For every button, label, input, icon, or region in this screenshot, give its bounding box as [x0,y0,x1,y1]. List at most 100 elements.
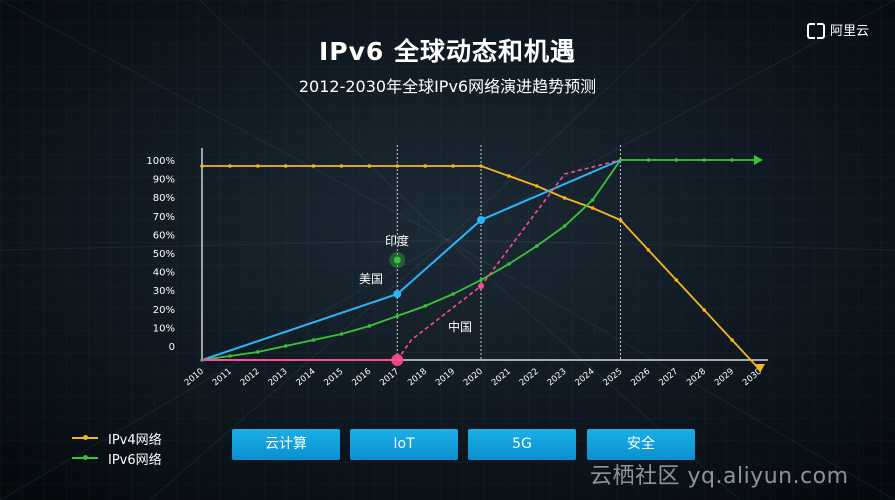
ipv6-point [674,158,679,162]
ipv6-point [311,338,316,342]
aliyun-logo: 阿里云 [806,20,869,39]
tag-5g[interactable]: 5G [468,429,576,460]
x-tick-label: 2011 [211,367,234,389]
ipv4-point [283,164,288,168]
y-tick-label: 20% [153,305,175,316]
x-tick-label: 2026 [629,367,652,389]
ipv4-point [311,164,316,168]
ipv6-point [367,324,372,328]
legend-label-ipv4: IPv4网络 [108,432,162,448]
ipv6-arrow [754,155,763,165]
ipv4-point [255,164,260,168]
ipv6-point [479,278,483,282]
x-tick-label: 2021 [490,367,513,389]
y-tick-label: 40% [153,268,175,279]
tag-cloud-computing[interactable]: 云计算 [232,429,340,460]
ipv4-point [702,308,706,312]
ipv6-point [423,304,428,308]
ipv4-point [451,164,455,168]
x-tick-label: 2018 [406,367,429,389]
usa-label: 美国 [359,272,383,286]
legend-swatch-ipv6 [72,455,98,460]
ipv4-point [423,164,428,168]
legend-item-ipv4: IPv4网络 [72,428,162,448]
usa-point [477,216,485,224]
page-subtitle: 2012-2030年全球IPv6网络演进趋势预测 [298,77,597,96]
x-tick-label: 2025 [601,367,624,389]
x-tick-label: 2029 [713,367,736,389]
y-tick-label: 100% [146,156,175,167]
usa-point [393,290,402,298]
y-tick-label: 30% [153,286,175,297]
ipv6-point [228,354,232,358]
legend-label-ipv6: IPv6网络 [108,452,162,468]
y-tick-label: 50% [153,249,175,260]
china-label: 中国 [448,319,472,334]
ipv4-point [507,174,511,178]
x-tick-label: 2016 [350,367,373,389]
ipv4-point [367,164,372,168]
x-tick-label: 2022 [518,367,541,389]
india-label: 印度 [385,233,409,248]
legend-item-ipv6: IPv6网络 [72,448,162,468]
x-tick-label: 2014 [295,367,318,389]
y-tick-label: 60% [153,230,175,241]
legend-swatch-ipv4 [72,435,98,440]
ipv4-point [730,338,734,342]
ipv4-point [339,164,344,168]
ipv4-point [228,164,232,168]
ipv6-point [283,344,288,348]
x-tick-label: 2024 [574,367,597,389]
ipv4-point [479,164,483,168]
logo-text: 阿里云 [829,24,869,39]
ipv4-point [562,196,567,200]
y-tick-label: 90% [153,175,175,186]
x-tick-label: 2015 [322,367,345,389]
ipv6-point [646,158,651,162]
x-tick-label: 2017 [378,367,401,389]
ipv6-point [255,350,260,354]
ipv4-arrow [755,364,765,373]
ipv4-point [674,278,679,282]
x-tick-label: 2028 [685,367,708,389]
china-start-point [391,354,404,366]
ipv6-point [395,314,400,318]
y-tick-label: 0 [169,342,175,353]
ipv6-point [451,292,455,296]
chart-legend: IPv4网络 IPv6网络 [72,428,162,468]
ipv4-point [200,164,204,168]
ipv6-point [562,224,567,228]
page-title: IPv6 全球动态和机遇 [318,37,577,66]
ipv6-point [702,158,706,162]
x-tick-label: 2023 [546,367,569,389]
china-point [478,283,484,289]
ipv6-point [535,244,539,248]
ipv4-series-line [202,165,761,371]
ipv6-point [339,332,344,336]
ipv6-point [730,158,734,162]
ipv4-point [590,206,595,210]
ipv6-point [507,262,511,266]
china-dashed-line [396,159,621,361]
tag-iot[interactable]: IoT [350,429,458,460]
aliyun-logo-icon [806,22,825,39]
y-tick-label: 80% [153,193,175,204]
x-tick-label: 2013 [267,367,290,389]
ipv4-point [618,218,623,222]
x-tick-label: 2019 [434,367,457,389]
usa-line [201,159,621,361]
ipv6-point [590,198,595,202]
y-tick-label: 10% [153,323,175,334]
india-point [393,256,401,264]
ipv4-point [535,184,539,188]
y-tick-label: 70% [153,212,175,223]
x-tick-label: 2012 [239,367,262,389]
ipv4-point [646,248,651,252]
watermark: 云栖社区 yq.aliyun.com [590,464,849,489]
ipv4-point [395,164,400,168]
x-tick-label: 2027 [657,367,680,389]
x-tick-label: 2010 [183,367,206,389]
x-tick-label: 2020 [462,367,485,389]
tag-security[interactable]: 安全 [587,429,695,460]
